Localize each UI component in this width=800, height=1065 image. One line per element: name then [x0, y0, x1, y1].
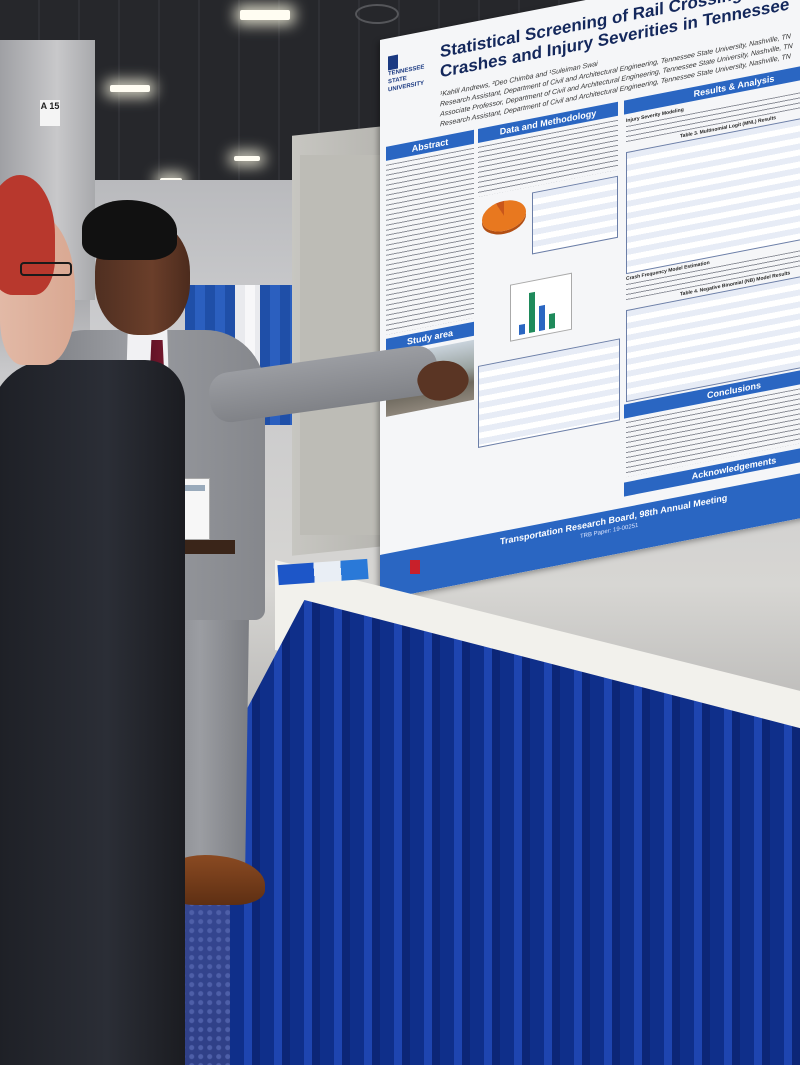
injury-severity-bar-chart: [510, 272, 572, 342]
ceiling-vent: [355, 4, 399, 24]
ceiling-light: [234, 156, 260, 161]
red-cup: [410, 560, 420, 574]
aisle-sign: A 15: [40, 100, 60, 126]
light-conditions-table: [478, 338, 620, 448]
chart-bar: [519, 323, 525, 335]
presenter-hair: [82, 200, 177, 260]
abstract-text: [386, 147, 474, 335]
chart-bar: [549, 312, 555, 330]
viewer-glasses: [20, 262, 72, 276]
logo-text: TENNESSEE STATE UNIVERSITY: [388, 64, 425, 94]
ceiling-light: [240, 10, 290, 20]
chart-bar: [539, 304, 545, 332]
university-logo: TENNESSEE STATE UNIVERSITY: [388, 48, 434, 93]
logo-mark-icon: [388, 54, 398, 71]
crash-categories-table: [532, 175, 618, 255]
research-poster: TENNESSEE STATE UNIVERSITY Statistical S…: [380, 0, 800, 601]
crash-severity-pie-chart: [482, 196, 526, 236]
ceiling-light: [110, 85, 150, 92]
viewer-black-coat: [0, 360, 185, 1065]
chart-bar: [529, 291, 535, 334]
